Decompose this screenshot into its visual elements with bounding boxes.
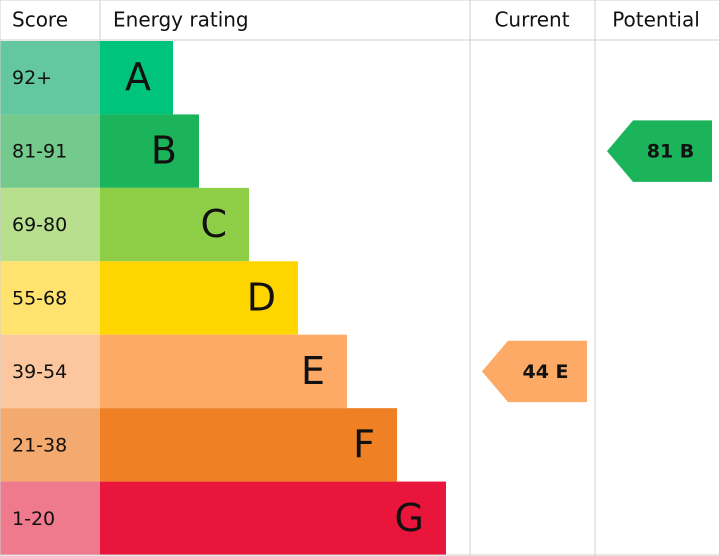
potential-label: 81 B	[647, 141, 695, 163]
rating-letter: G	[395, 496, 424, 540]
rating-bar	[100, 334, 347, 409]
header-potential: Potential	[612, 8, 700, 32]
score-cell	[0, 187, 100, 262]
score-label: 69-80	[12, 214, 67, 236]
rating-bar	[100, 41, 173, 115]
score-cell	[0, 41, 100, 115]
rating-letter: C	[200, 202, 227, 246]
header-current: Current	[494, 8, 569, 32]
score-cell	[0, 261, 100, 335]
rating-letter: A	[125, 55, 151, 99]
score-cell	[0, 334, 100, 409]
score-cell	[0, 114, 100, 188]
potential-arrow	[607, 120, 712, 182]
score-label: 21-38	[12, 434, 67, 456]
current-label: 44 E	[522, 361, 568, 383]
rating-letter: F	[353, 422, 375, 466]
score-label: 39-54	[12, 361, 67, 383]
rating-bar	[100, 261, 298, 335]
score-label: 55-68	[12, 288, 67, 310]
score-cell	[0, 408, 100, 482]
header-rating: Energy rating	[113, 8, 249, 32]
score-label: 92+	[12, 67, 52, 89]
rating-bar	[100, 408, 397, 482]
rating-bar	[100, 114, 199, 188]
score-label: 81-91	[12, 141, 67, 163]
rating-bar	[100, 481, 446, 555]
score-cell	[0, 481, 100, 555]
rating-letter: D	[247, 276, 276, 320]
current-arrow	[482, 340, 587, 403]
rating-letter: B	[151, 129, 177, 173]
header-score: Score	[12, 8, 68, 32]
score-label: 1-20	[12, 508, 55, 530]
rating-letter: E	[301, 349, 325, 393]
rating-bar	[100, 187, 249, 262]
